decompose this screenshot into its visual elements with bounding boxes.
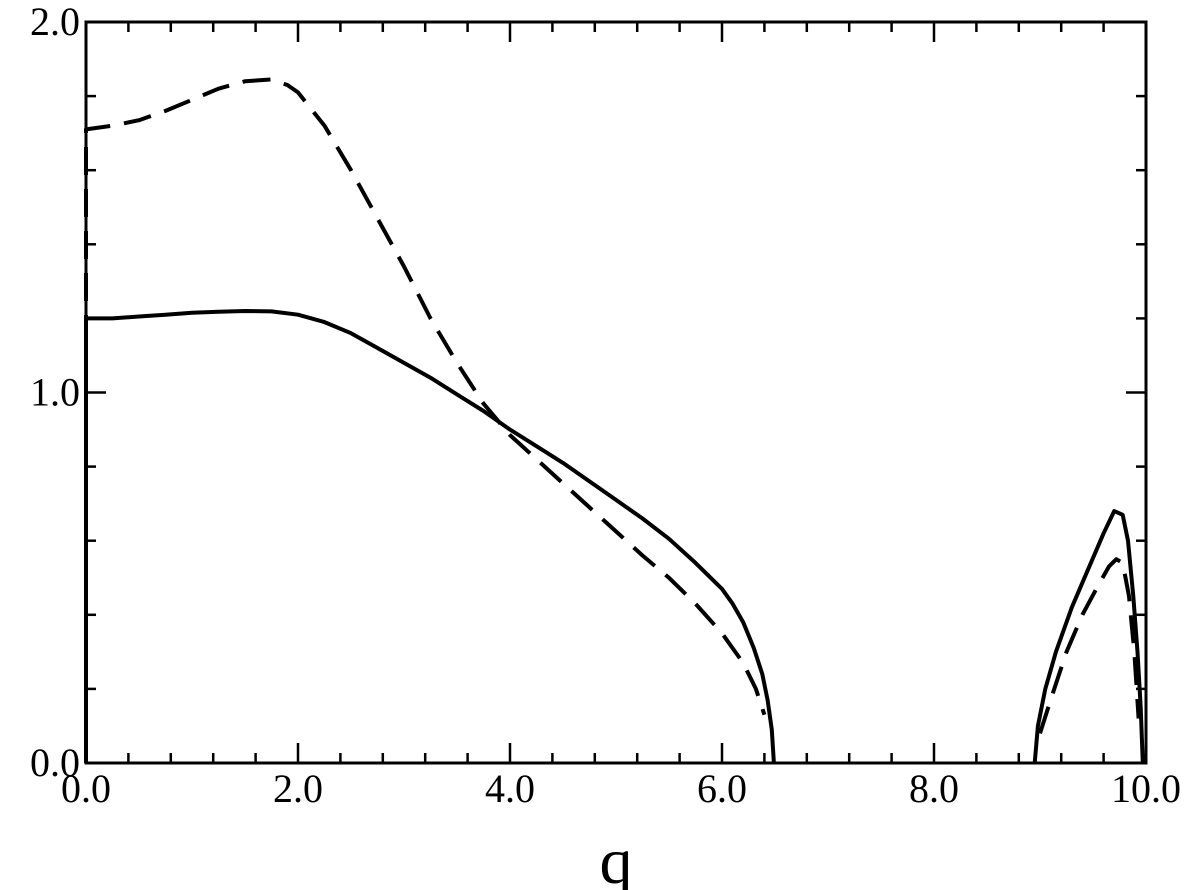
tick-labels: 0.0 2.0 4.0 6.0 8.0 10.0 0.0 1.0 2.0	[30, 0, 1181, 811]
series-solid-line-2	[1032, 509, 1145, 764]
x-tick-label: 6.0	[697, 766, 747, 811]
series-layer	[84, 77, 1145, 764]
x-tick-label: 8.0	[909, 766, 959, 811]
x-tick-label: 0.0	[61, 766, 111, 811]
y-tick-label: 0.0	[30, 740, 80, 785]
series-solid-line-1	[84, 309, 776, 764]
axis-ticks	[84, 20, 1148, 765]
series-dashed-line-1	[84, 77, 767, 763]
x-axis-label: q	[600, 825, 633, 890]
x-tick-label: 10.0	[1111, 766, 1181, 811]
plot-frame	[84, 20, 1148, 765]
y-tick-label: 1.0	[30, 370, 80, 415]
series-dashed-line-2	[1038, 557, 1141, 735]
y-tick-label: 2.0	[30, 0, 80, 44]
x-tick-label: 4.0	[485, 766, 535, 811]
x-tick-label: 2.0	[273, 766, 323, 811]
